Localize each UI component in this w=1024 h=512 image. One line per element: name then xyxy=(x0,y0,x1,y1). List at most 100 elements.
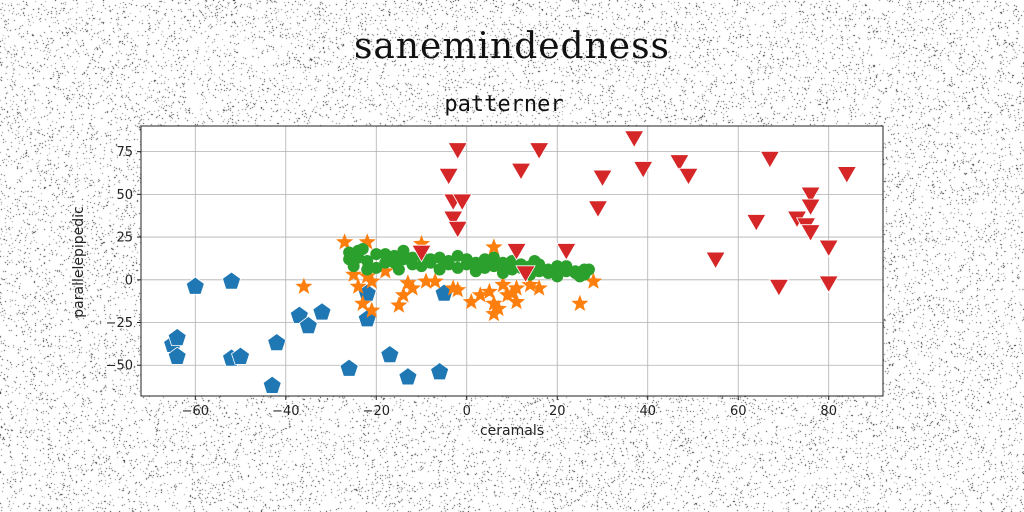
data-point-star xyxy=(462,293,480,310)
data-point-triangle_down xyxy=(800,224,821,243)
y-tick-label: −50 xyxy=(106,359,133,374)
data-point-triangle_down xyxy=(447,142,468,161)
data-point-pentagon xyxy=(167,346,187,365)
y-tick-label: 50 xyxy=(116,188,133,203)
data-point-star xyxy=(494,275,512,293)
data-point-pentagon xyxy=(262,375,282,394)
data-point-circle xyxy=(392,263,405,276)
data-point-pentagon xyxy=(430,362,450,381)
series-star xyxy=(295,233,602,322)
data-point-triangle_down xyxy=(515,265,536,284)
x-tick-label: 40 xyxy=(639,404,656,419)
y-tick-label: 0 xyxy=(125,273,133,288)
data-point-triangle_down xyxy=(836,166,857,184)
data-point-triangle_down xyxy=(800,186,821,205)
data-point-circle xyxy=(361,263,374,276)
y-tick-label: −25 xyxy=(106,316,133,331)
data-point-star xyxy=(390,296,408,313)
data-point-star xyxy=(363,272,381,289)
data-point-star xyxy=(508,279,526,296)
data-point-circle xyxy=(397,253,410,266)
data-point-triangle_down xyxy=(510,162,532,181)
x-tick-label: −60 xyxy=(182,404,209,419)
y-tick-label: 25 xyxy=(116,231,133,246)
data-point-star xyxy=(480,282,498,299)
data-point-star xyxy=(426,272,444,289)
data-point-triangle_down xyxy=(587,200,609,219)
data-point-star xyxy=(358,233,376,250)
data-point-circle xyxy=(551,270,564,283)
data-point-pentagon xyxy=(231,346,251,365)
data-point-star xyxy=(449,281,467,298)
data-point-circle xyxy=(542,266,555,279)
data-point-pentagon xyxy=(398,367,418,386)
data-point-circle xyxy=(460,253,473,266)
data-point-triangle_down xyxy=(705,251,726,270)
data-point-star xyxy=(403,279,421,296)
data-point-circle xyxy=(406,251,419,264)
data-point-circle xyxy=(438,256,451,269)
data-point-star xyxy=(336,233,354,250)
data-point-triangle_down xyxy=(633,161,654,179)
axes-frame xyxy=(140,125,884,397)
data-point-star xyxy=(394,286,412,303)
data-point-star xyxy=(471,286,489,303)
data-point-triangle_down xyxy=(447,220,468,239)
data-point-circle xyxy=(370,248,383,261)
data-point-circle xyxy=(496,256,509,269)
data-point-triangle_down xyxy=(818,239,839,258)
data-point-circle xyxy=(469,256,482,269)
data-point-pentagon xyxy=(339,358,359,377)
y-tick-label: 75 xyxy=(116,145,133,160)
data-point-circle xyxy=(451,261,464,274)
data-point-circle xyxy=(483,258,496,271)
data-point-star xyxy=(489,299,507,317)
series-triangle_down xyxy=(411,130,857,297)
data-point-circle xyxy=(347,248,360,261)
data-point-triangle_down xyxy=(678,167,699,186)
data-point-star xyxy=(417,272,435,289)
data-point-triangle_down xyxy=(800,198,821,217)
x-tick-label: −40 xyxy=(272,404,299,419)
data-point-star xyxy=(521,275,539,293)
data-point-triangle_down xyxy=(768,278,790,297)
data-point-triangle_down xyxy=(759,150,781,169)
x-tick-label: 80 xyxy=(820,404,837,419)
data-point-circle xyxy=(424,256,437,269)
data-point-circle xyxy=(388,249,401,262)
data-point-triangle_down xyxy=(592,169,613,188)
data-point-star xyxy=(485,238,503,255)
data-point-triangle_down xyxy=(669,154,690,173)
figure-suptitle: sanemindedness xyxy=(353,26,671,67)
data-point-circle xyxy=(397,244,410,257)
data-point-star xyxy=(485,294,503,311)
data-point-circle xyxy=(506,263,518,276)
chart-title: patterner xyxy=(444,92,563,117)
data-point-triangle_down xyxy=(746,214,767,232)
data-point-circle xyxy=(379,256,392,269)
data-point-circle xyxy=(573,270,586,283)
data-point-pentagon xyxy=(298,315,318,335)
data-point-triangle_down xyxy=(556,243,577,261)
data-point-triangle_down xyxy=(452,193,473,212)
y-axis-label: parallelepipedic xyxy=(71,206,87,317)
x-tick-label: 60 xyxy=(730,404,747,419)
data-point-circle xyxy=(370,261,383,274)
data-point-triangle_down xyxy=(528,142,550,160)
data-point-pentagon xyxy=(267,333,287,352)
data-point-star xyxy=(530,279,548,296)
data-point-circle xyxy=(528,255,541,267)
data-point-star xyxy=(503,284,521,301)
data-point-triangle_down xyxy=(443,210,464,229)
data-point-circle xyxy=(533,265,546,278)
data-point-star xyxy=(295,277,313,294)
data-point-circle xyxy=(361,255,374,267)
data-point-circle xyxy=(379,248,392,261)
data-point-circle xyxy=(469,265,482,278)
data-point-pentagon xyxy=(312,302,332,321)
data-point-circle xyxy=(451,249,464,262)
data-point-star xyxy=(498,286,516,303)
x-axis-label: ceramals xyxy=(480,423,544,439)
data-point-circle xyxy=(560,265,573,278)
